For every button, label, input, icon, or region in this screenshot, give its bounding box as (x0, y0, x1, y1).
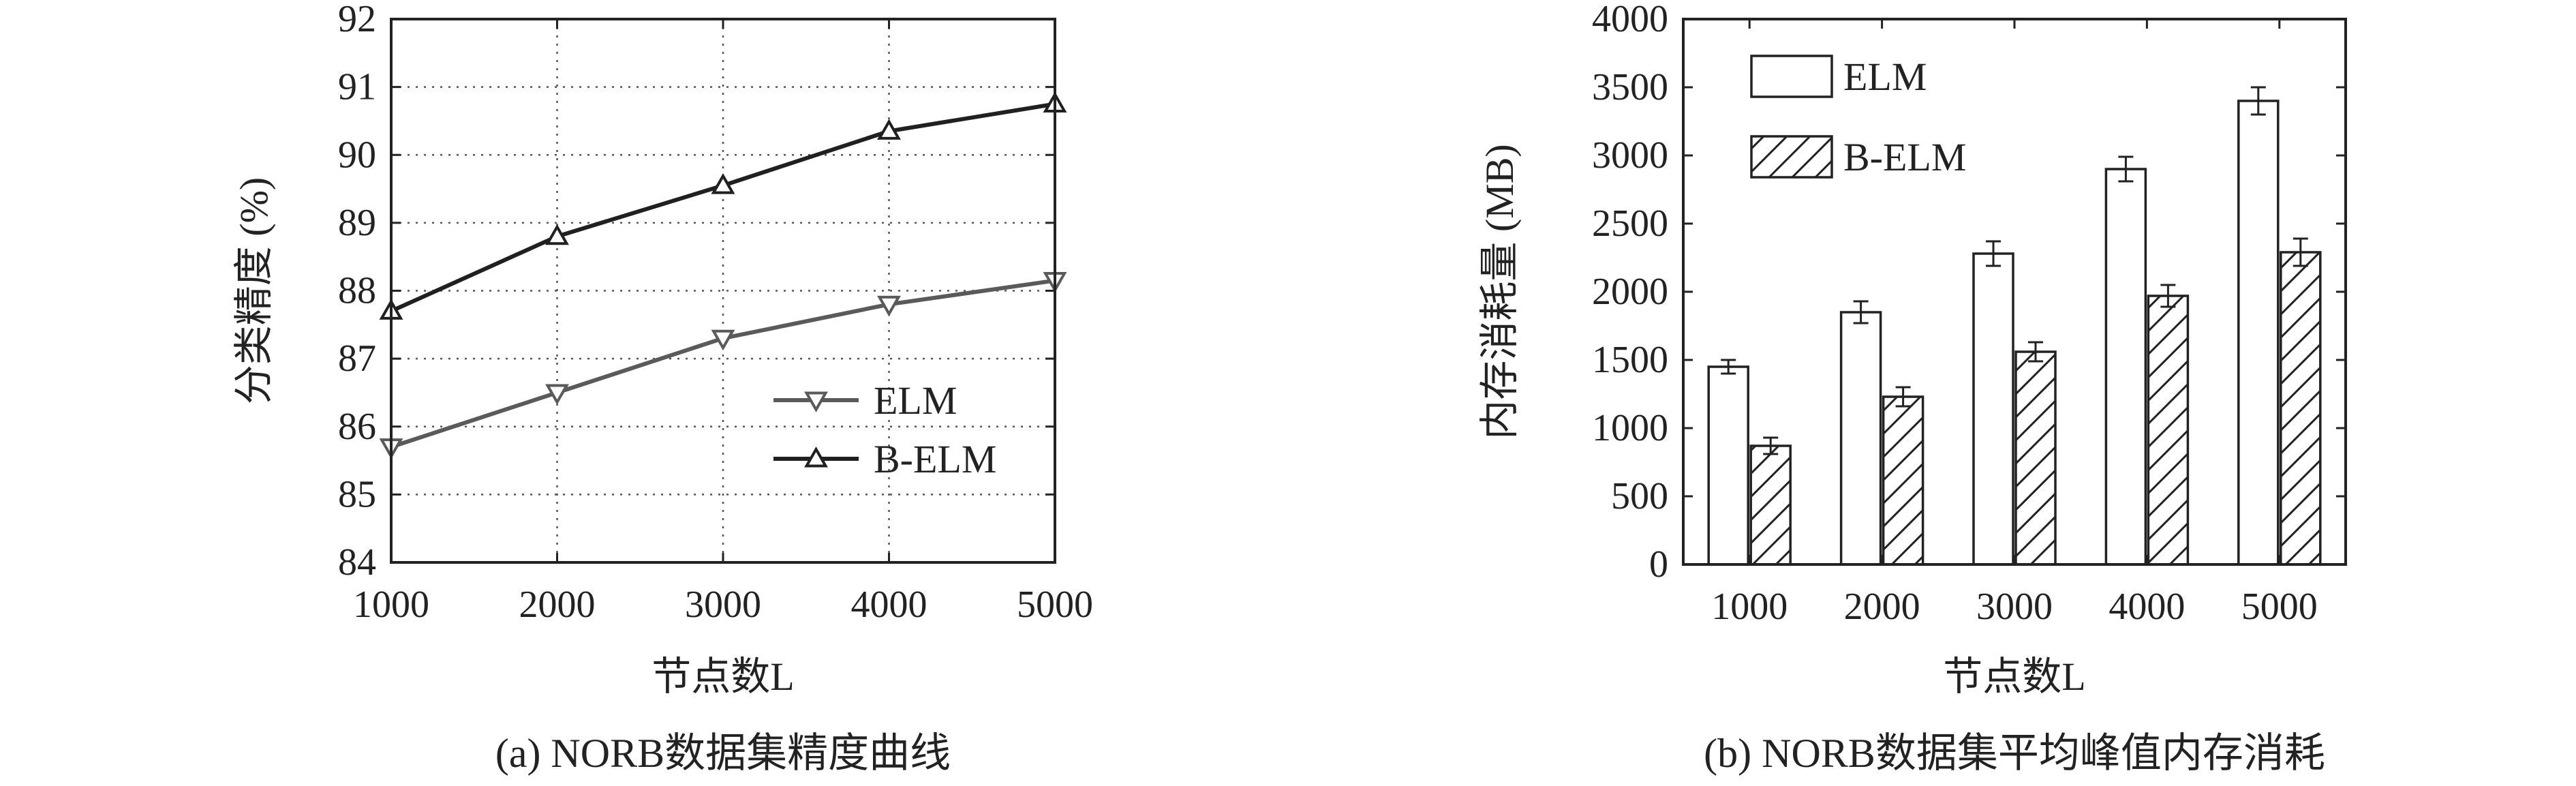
memory-legend: ELM B-ELM (1750, 55, 1966, 179)
bar-b-elm (1749, 444, 1792, 566)
bar-elm (1839, 311, 1882, 566)
legend-swatch-elm (1750, 55, 1833, 98)
accuracy-line-chart: 84 85 86 87 88 89 90 91 92 1000 2000 3000 4000 5000 E… (232, 0, 1093, 776)
x-tick-label: 3000 (1976, 586, 2053, 628)
legend-swatch-b-elm (1750, 135, 1833, 179)
y-tick-label: 89 (338, 202, 376, 244)
memory-y-axis-label: 内存消耗量 (MB) (1477, 144, 1522, 439)
bar-b-elm (1882, 395, 1925, 566)
x-tick-label: 5000 (2241, 586, 2318, 628)
y-tick-label: 500 (1611, 475, 1668, 517)
bar-b-elm (2280, 251, 2322, 566)
y-tick-label: 1500 (1592, 339, 1668, 381)
y-tick-label: 88 (338, 270, 376, 312)
x-tick-label: 2000 (519, 584, 596, 626)
memory-tick-labels: 0 500 1000 1500 2000 2500 3000 3500 4000 1000 2000… (1592, 0, 2318, 628)
legend-label-b-elm: B-ELM (1843, 135, 1966, 179)
x-tick-label: 1000 (1711, 586, 1788, 628)
y-tick-label: 2500 (1592, 202, 1668, 245)
legend-marker-b-elm (804, 446, 828, 468)
y-tick-label: 0 (1649, 543, 1668, 586)
accuracy-y-axis-label: 分类精度 (%) (232, 177, 276, 404)
x-tick-label: 4000 (851, 584, 927, 626)
legend-label-elm: ELM (1843, 55, 1927, 99)
y-tick-label: 85 (338, 473, 376, 515)
x-tick-label: 2000 (1844, 586, 1920, 628)
memory-x-axis-label: 节点数L (1943, 654, 2085, 699)
bar-elm (2104, 168, 2147, 566)
memory-chart-caption: (b) NORB数据集平均峰值内存消耗 (1704, 731, 2325, 776)
memory-plot-frame (1682, 18, 2347, 566)
x-tick-label: 1000 (353, 584, 429, 626)
data-point-elm (877, 295, 901, 317)
bar-b-elm (2014, 350, 2057, 566)
y-tick-label: 4000 (1592, 0, 1668, 40)
y-tick-label: 90 (338, 134, 376, 176)
bar-elm (1972, 252, 2014, 566)
accuracy-x-axis-label: 节点数L (651, 654, 794, 699)
bar-b-elm (2147, 294, 2190, 566)
x-tick-label: 4000 (2109, 586, 2185, 628)
y-tick-label: 3000 (1592, 134, 1668, 177)
accuracy-grid (390, 18, 1056, 564)
y-tick-label: 84 (338, 541, 376, 584)
y-tick-label: 91 (338, 66, 376, 108)
y-tick-label: 3500 (1592, 66, 1668, 108)
legend-label-elm: ELM (874, 378, 957, 423)
accuracy-plot-frame (390, 18, 1056, 564)
memory-bars-layer (1683, 18, 2346, 566)
bar-elm (2237, 100, 2280, 566)
bar-elm (1707, 365, 1749, 566)
accuracy-legend: ELM B-ELM (773, 378, 996, 481)
accuracy-chart-caption: (a) NORB数据集精度曲线 (495, 731, 951, 776)
y-tick-label: 2000 (1592, 271, 1668, 313)
data-point-elm (545, 384, 569, 405)
x-tick-label: 3000 (685, 584, 761, 626)
y-tick-label: 92 (338, 0, 376, 40)
data-point-b-elm (545, 224, 569, 245)
y-tick-label: 1000 (1592, 407, 1668, 449)
legend-label-b-elm: B-ELM (874, 437, 996, 481)
data-point-b-elm (877, 119, 901, 140)
y-tick-label: 87 (338, 337, 376, 380)
data-point-elm (711, 329, 735, 351)
memory-bar-chart: 0 500 1000 1500 2000 2500 3000 3500 4000 1000 2000… (1477, 0, 2347, 776)
data-point-b-elm (711, 173, 735, 194)
legend-marker-elm (804, 391, 828, 413)
x-tick-label: 5000 (1017, 584, 1093, 626)
y-tick-label: 86 (338, 406, 376, 448)
accuracy-tick-labels: 84 85 86 87 88 89 90 91 92 1000 2000 3000 4000 5000 (338, 0, 1093, 626)
accuracy-series-layer (379, 91, 1067, 459)
